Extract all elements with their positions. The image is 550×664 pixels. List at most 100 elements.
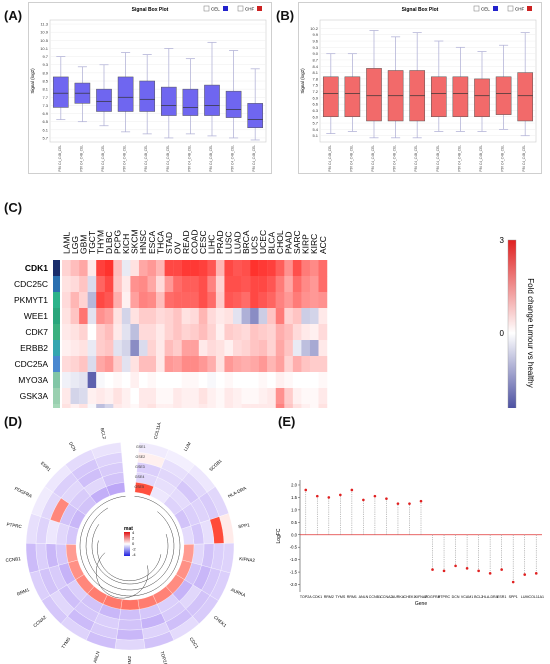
heatmap-cell <box>87 388 97 405</box>
heatmap-cell <box>104 340 114 357</box>
heatmap-cell <box>258 276 268 293</box>
heatmap-cell <box>198 404 208 408</box>
heatmap-cell <box>173 404 182 408</box>
heatmap-cell <box>275 356 285 373</box>
y-tick-label: 2.0 <box>291 482 297 487</box>
heatmap-cell <box>233 356 242 373</box>
heatmap-cell <box>224 340 234 357</box>
heatmap-cell <box>104 308 114 325</box>
lollipop-point <box>419 499 423 503</box>
heatmap-cell <box>173 340 182 357</box>
lollipop-point <box>477 569 480 573</box>
lollipop-point <box>523 573 527 576</box>
heatmap-cell <box>267 340 276 357</box>
track-label: GSE4 <box>135 475 145 479</box>
legend-check-icon <box>237 5 244 12</box>
heatmap-cell <box>318 340 328 357</box>
row-label: GSK3A <box>20 391 49 401</box>
heatmap-cell <box>207 356 217 373</box>
gene-label: CHEK1 <box>213 615 228 629</box>
heatmap-cell <box>104 324 114 341</box>
row-label: PKMYT1 <box>14 295 48 305</box>
heatmap-cell <box>301 324 311 341</box>
gene-label: PTPRC <box>6 522 23 530</box>
x-tick-label: TYMS <box>335 595 346 599</box>
heatmap-cell <box>70 388 80 405</box>
heatmap-cell <box>233 324 242 341</box>
heatmap-cell <box>113 276 123 293</box>
heatmap-cell <box>309 356 319 373</box>
heatmap-cell <box>241 372 251 389</box>
heatmap-cell <box>267 276 276 293</box>
x-tick-label: P3# C4_C4B_CEL <box>79 145 83 172</box>
heatmap-cell <box>79 356 88 373</box>
y-tick-label: 9.7 <box>42 54 48 59</box>
heatmap-cell <box>233 372 242 389</box>
heatmap-cell <box>121 356 131 373</box>
heatmap-cell <box>250 292 259 309</box>
legend-tick-label: -4 <box>132 552 136 557</box>
heatmap-cell <box>181 340 191 357</box>
heatmap-cell <box>215 324 225 341</box>
heatmap-cell <box>224 324 234 341</box>
heatmap-cell <box>62 372 71 389</box>
x-tick-label: P3# C4_C4B_CEL <box>231 145 235 172</box>
x-tick-label: P3# C4_C4B_CEL <box>252 145 256 172</box>
y-tick-label: 9.3 <box>312 45 318 50</box>
heatmap-cell <box>250 356 259 373</box>
heatmap-cell <box>301 292 311 309</box>
heatmap-cell <box>147 372 157 389</box>
lollipop-chart-e: 2.0 1.5 1.0 0.5 0.0 -0.5 -1.0 -1.5 -2.0 LogFC TOP2… <box>276 480 544 607</box>
column-label: LUSC <box>224 231 234 254</box>
row-side-color <box>53 276 60 292</box>
heatmap-cell <box>181 324 191 341</box>
x-tick-label: ANLN <box>359 595 369 599</box>
column-label: ACC <box>318 236 328 254</box>
heatmap-cell <box>147 404 157 408</box>
lollipop-point <box>431 568 434 571</box>
heatmap-cell <box>309 292 319 309</box>
lollipop-point <box>327 496 331 499</box>
heatmap-cell <box>224 308 234 325</box>
column-label: LAML <box>61 232 71 254</box>
box <box>495 76 512 115</box>
heatmap-cell <box>224 276 234 293</box>
box <box>182 88 199 116</box>
column-label: CHOL <box>275 230 285 254</box>
gene-label: HLA-DRA <box>227 485 247 498</box>
heatmap-cell <box>164 404 174 408</box>
heatmap-cell <box>156 388 165 405</box>
panel-label-d: (D) <box>4 414 23 429</box>
heatmap-cell <box>301 308 311 325</box>
box-plot-a: Signal Box Plot CEL CHF 5.7 6.1 6.5 6.9 7.3 7.7 8… <box>28 2 272 174</box>
heatmap-cell <box>284 324 294 341</box>
heatmap-cell <box>181 276 191 293</box>
heatmap-cell <box>70 292 80 309</box>
heatmap-cell <box>198 292 208 309</box>
heatmap-cell <box>173 260 182 277</box>
heatmap-cell <box>79 388 88 405</box>
heatmap-cell <box>215 276 225 293</box>
heatmap-cell <box>190 308 199 325</box>
heatmap-cell <box>250 340 259 357</box>
lollipop-point <box>465 567 469 570</box>
column-label: READ <box>181 230 191 254</box>
y-tick-label: 1.0 <box>291 507 297 512</box>
legend-check-icon <box>473 5 480 12</box>
heatmap-cell <box>198 276 208 293</box>
heatmap-cell <box>258 356 268 373</box>
ring-cell <box>106 482 126 497</box>
heatmap-cell <box>318 324 328 341</box>
heatmap-cell <box>207 292 217 309</box>
legend-swatch <box>527 6 532 11</box>
heatmap-cell <box>198 340 208 357</box>
heatmap-cell <box>292 388 302 405</box>
heatmap-cell <box>215 372 225 389</box>
gene-label: RRM1 <box>16 587 30 597</box>
heatmap-cell <box>96 308 105 325</box>
lollipop-point <box>373 494 377 498</box>
ring-cell <box>65 544 79 563</box>
heatmap-cell <box>190 356 199 373</box>
heatmap-cell <box>113 260 123 277</box>
heatmap-cell <box>292 404 302 408</box>
